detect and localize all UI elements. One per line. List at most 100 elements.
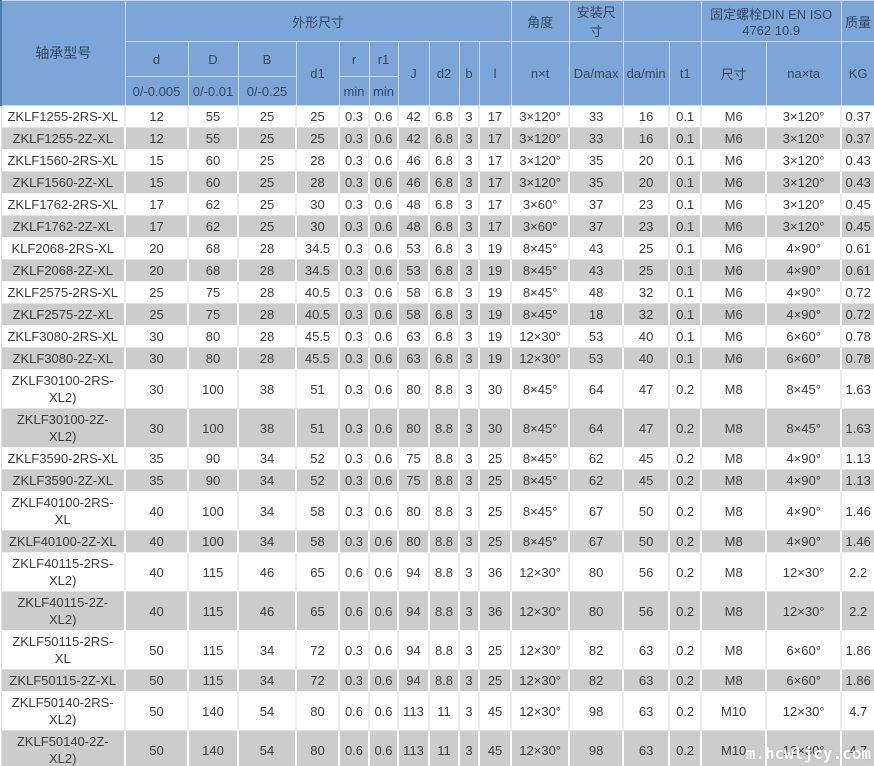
header-group-bolt: 固定螺栓DIN EN ISO 4762 10.9 <box>700 0 842 42</box>
value-cell: 50 <box>623 491 671 531</box>
value-cell: 80 <box>296 730 340 766</box>
value-cell: 8×45° <box>511 237 571 260</box>
value-cell: 3×120° <box>511 171 571 194</box>
value-cell: 6×60° <box>766 325 843 348</box>
value-cell: M8 <box>701 408 768 448</box>
value-cell: 65 <box>296 552 340 592</box>
value-cell: M6 <box>701 281 768 304</box>
value-cell: 30 <box>125 408 189 448</box>
bearing-model-cell: ZKLF50115-2Z-XL <box>0 669 126 692</box>
value-cell: 0.43 <box>841 149 874 172</box>
value-cell: 34 <box>238 630 297 670</box>
table-row: KLF2068-2RS-XL 20 68 28 34.5 0.3 0.6 53 6.8 3 19 8×… <box>0 237 874 260</box>
value-cell: 4.7 <box>841 730 874 766</box>
table-row: ZKLF30100-2Z-XL2) 30 100 38 51 0.3 0.6 80 8.8 3 30… <box>0 408 874 448</box>
value-cell: 53 <box>569 347 625 370</box>
table-row: ZKLF3590-2RS-XL 35 90 34 52 0.3 0.6 75 8.8 3 25 8×4… <box>0 447 874 470</box>
value-cell: 0.6 <box>369 630 399 670</box>
value-cell: 0.1 <box>669 347 703 370</box>
table-row: ZKLF3080-2Z-XL 30 80 28 45.5 0.3 0.6 63 6.8 3 19 12… <box>0 347 874 370</box>
value-cell: 40 <box>125 491 189 531</box>
value-cell: 12×30° <box>766 591 843 631</box>
header-col-D: D <box>187 41 239 77</box>
value-cell: 19 <box>479 281 513 304</box>
value-cell: 0.1 <box>669 171 703 194</box>
value-cell: 90 <box>188 447 239 470</box>
value-cell: 28 <box>238 259 297 282</box>
bearing-model-cell: ZKLF30100-2Z-XL2) <box>0 408 126 448</box>
value-cell: 0.6 <box>369 149 399 172</box>
header-group-row: 轴承型号 外形尺寸 角度 安装尺寸 固定螺栓DIN EN ISO 4762 10… <box>0 0 874 106</box>
value-cell: 50 <box>125 730 189 766</box>
value-cell: 45.5 <box>296 325 340 348</box>
value-cell: 0.6 <box>369 105 399 128</box>
value-cell: 37 <box>569 215 625 238</box>
value-cell: 80 <box>398 491 430 531</box>
value-cell: 11 <box>429 730 460 766</box>
value-cell: 25 <box>238 193 297 216</box>
value-cell: 80 <box>188 325 239 348</box>
value-cell: 0.1 <box>669 215 703 238</box>
bearing-model-cell: ZKLF2575-2RS-XL <box>0 281 126 304</box>
value-cell: 4×90° <box>766 259 843 282</box>
value-cell: 1.13 <box>841 447 874 470</box>
value-cell: 28 <box>296 171 340 194</box>
value-cell: 25 <box>479 469 513 492</box>
value-cell: 3×120° <box>766 127 843 150</box>
value-cell: 46 <box>398 171 430 194</box>
value-cell: 53 <box>569 325 625 348</box>
value-cell: 0.6 <box>339 591 370 631</box>
value-cell: 25 <box>479 669 513 692</box>
value-cell: 4×90° <box>766 281 843 304</box>
value-cell: 58 <box>296 491 340 531</box>
value-cell: 3 <box>459 552 480 592</box>
value-cell: 0.2 <box>669 530 703 553</box>
value-cell: 8×45° <box>511 491 571 531</box>
value-cell: 1.63 <box>841 369 874 409</box>
value-cell: 3 <box>459 591 480 631</box>
value-cell: M8 <box>701 669 768 692</box>
value-cell: 3 <box>459 408 480 448</box>
value-cell: 3 <box>459 347 480 370</box>
value-cell: 3 <box>459 215 480 238</box>
value-cell: 12 <box>125 127 189 150</box>
value-cell: 19 <box>479 259 513 282</box>
value-cell: 19 <box>479 347 513 370</box>
value-cell: 25 <box>296 105 340 128</box>
value-cell: 3×120° <box>511 149 571 172</box>
value-cell: 8×45° <box>766 369 843 409</box>
value-cell: 0.3 <box>339 447 370 470</box>
value-cell: 0.3 <box>339 630 370 670</box>
value-cell: 63 <box>398 325 430 348</box>
value-cell: 82 <box>569 669 625 692</box>
value-cell: 60 <box>188 149 239 172</box>
header-bearing-model: 轴承型号 <box>0 0 126 106</box>
value-cell: 17 <box>479 149 513 172</box>
value-cell: 72 <box>296 669 340 692</box>
value-cell: 25 <box>623 259 671 282</box>
value-cell: 33 <box>569 105 625 128</box>
header-col-J: J <box>397 41 430 106</box>
value-cell: 45.5 <box>296 347 340 370</box>
value-cell: 30 <box>296 215 340 238</box>
value-cell: 8×45° <box>511 303 571 326</box>
value-cell: 17 <box>479 171 513 194</box>
value-cell: 0.6 <box>369 347 399 370</box>
value-cell: 1.86 <box>841 669 874 692</box>
value-cell: 12×30° <box>766 730 843 766</box>
bearing-model-cell: ZKLF2068-2Z-XL <box>0 259 126 282</box>
header-col-da-min: da/min <box>622 41 670 106</box>
value-cell: 98 <box>569 691 625 731</box>
bearing-model-cell: ZKLF40100-2Z-XL <box>0 530 126 553</box>
value-cell: 12×30° <box>511 630 571 670</box>
value-cell: 30 <box>125 369 189 409</box>
value-cell: 100 <box>188 369 239 409</box>
value-cell: 38 <box>238 408 297 448</box>
value-cell: 6.8 <box>429 193 460 216</box>
value-cell: 30 <box>125 347 189 370</box>
value-cell: 80 <box>398 408 430 448</box>
table-header: 轴承型号 外形尺寸 角度 安装尺寸 固定螺栓DIN EN ISO 4762 10… <box>0 0 874 106</box>
table-row: ZKLF1255-2Z-XL 12 55 25 25 0.3 0.6 42 6.8 3 17 3×12… <box>0 127 874 150</box>
bearing-model-cell: ZKLF1762-2Z-XL <box>0 215 126 238</box>
value-cell: 0.3 <box>339 105 370 128</box>
